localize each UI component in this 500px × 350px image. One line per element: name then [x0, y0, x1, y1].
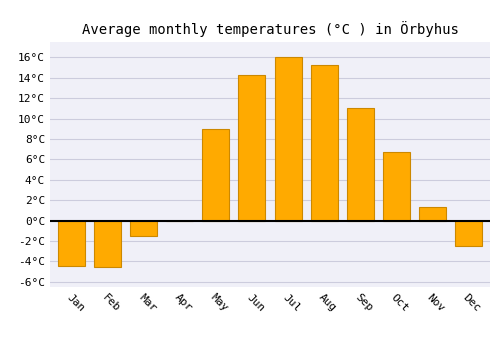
Bar	[94, 220, 121, 267]
Bar	[455, 220, 482, 246]
Bar	[346, 108, 374, 220]
Bar	[310, 65, 338, 220]
Bar	[274, 57, 301, 220]
Title: Average monthly temperatures (°C ) in Örbyhus: Average monthly temperatures (°C ) in Ör…	[82, 21, 458, 37]
Bar	[130, 220, 158, 236]
Bar	[238, 75, 266, 220]
Bar	[382, 152, 410, 220]
Bar	[202, 129, 230, 220]
Bar	[58, 220, 85, 266]
Bar	[419, 207, 446, 220]
